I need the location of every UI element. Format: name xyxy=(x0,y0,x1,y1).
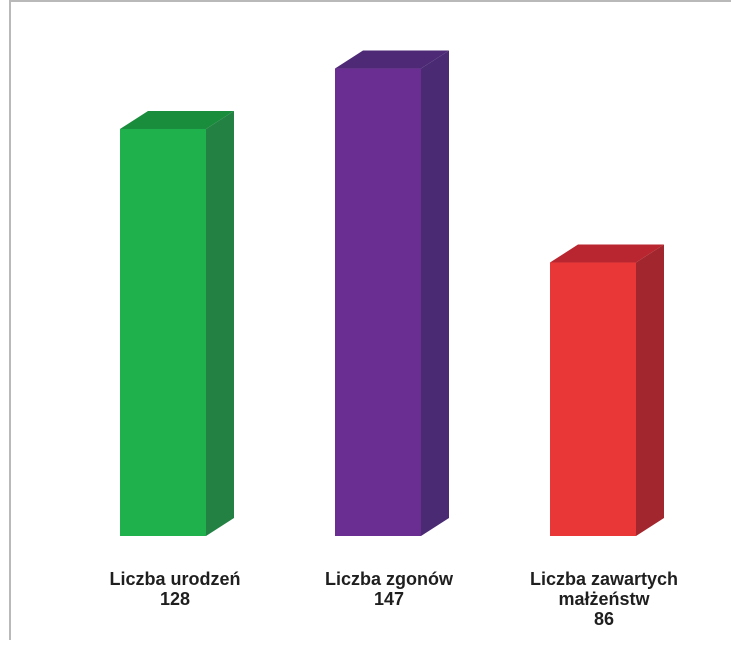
category-name-marriages: Liczba zawartych małżeństw xyxy=(529,569,679,609)
category-label-births: Liczba urodzeń 128 xyxy=(65,549,285,629)
bar-side-births xyxy=(206,110,234,537)
bar-top-births xyxy=(120,110,234,129)
bar-top-deaths xyxy=(335,50,449,69)
data-label-births: 128 xyxy=(159,589,191,609)
data-label-marriages: 86 xyxy=(593,609,615,629)
bar-marriages xyxy=(550,244,664,536)
category-name-births: Liczba urodzeń xyxy=(109,569,241,589)
bar-front-marriages xyxy=(550,262,636,536)
bar-top-marriages xyxy=(550,244,664,263)
category-label-deaths: Liczba zgonów 147 xyxy=(279,549,499,629)
category-name-deaths: Liczba zgonów xyxy=(325,569,453,589)
bar-front-deaths xyxy=(335,68,421,536)
bar-deaths xyxy=(335,50,449,536)
bar-side-marriages xyxy=(636,244,664,536)
bar-side-deaths xyxy=(421,50,449,536)
bar-chart xyxy=(120,50,664,537)
data-label-deaths: 147 xyxy=(373,589,405,609)
bar-births xyxy=(120,110,234,537)
category-label-marriages: Liczba zawartych małżeństw 86 xyxy=(494,549,714,649)
bar-front-births xyxy=(120,128,206,536)
chart-frame xyxy=(9,0,731,640)
